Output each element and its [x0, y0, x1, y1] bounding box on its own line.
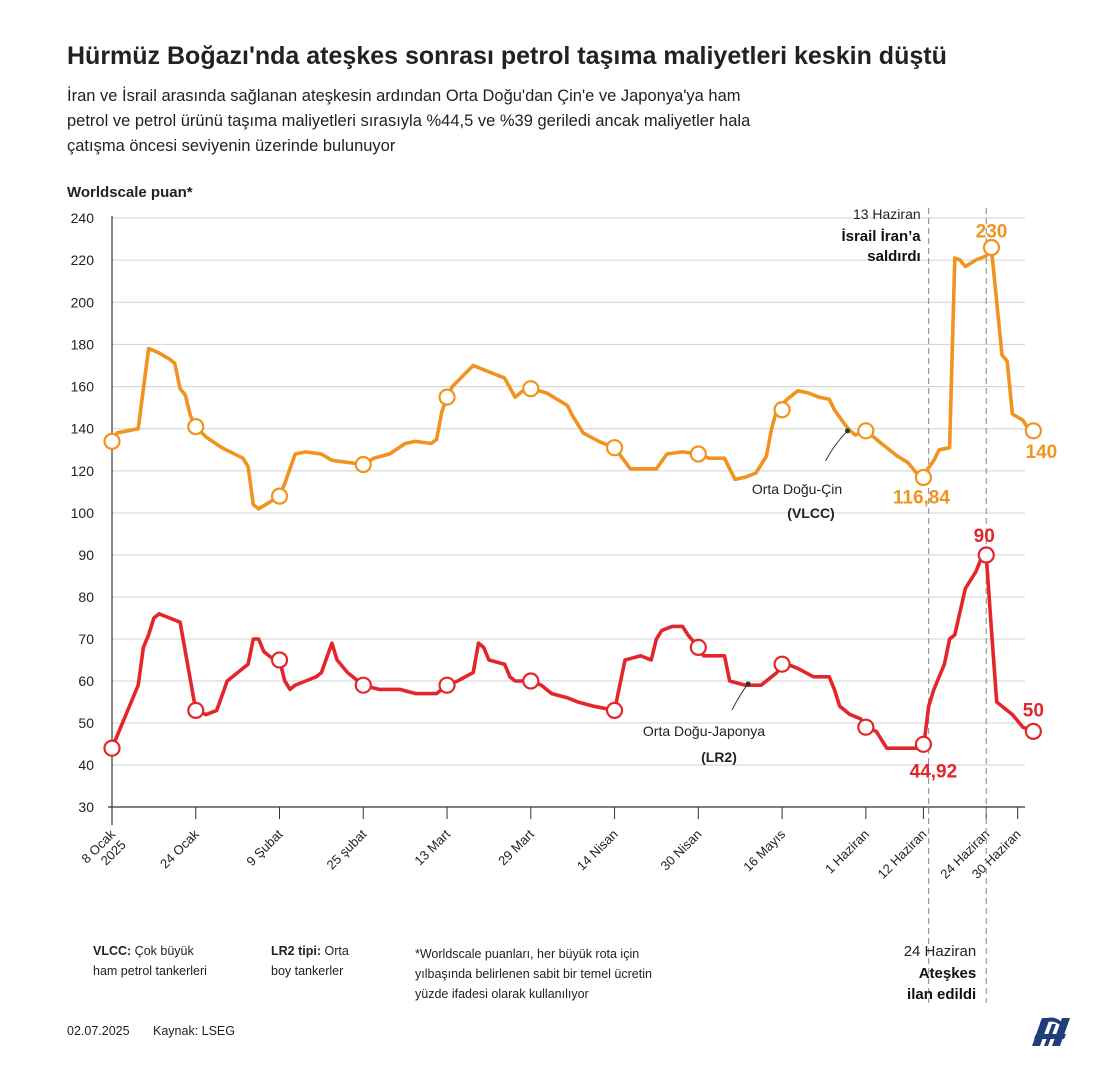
x-tick-label: 25 şubat — [324, 826, 370, 872]
lr2-point-marker — [103, 739, 121, 757]
vlcc-def: ham petrol tankerleri — [93, 964, 207, 978]
event-title-label: İsrail İran’a — [841, 228, 921, 245]
lr2-point-marker — [1024, 722, 1042, 741]
lr2-def: Orta — [321, 944, 349, 958]
lr2-note: LR2 tipi: Orta boy tankerler — [271, 941, 349, 981]
event-title-label: ilan edildi — [907, 986, 976, 1003]
x-tick-label: 30 Nisan — [658, 827, 705, 874]
event-title-label: saldırdı — [867, 248, 920, 265]
data-label: 140 — [1026, 442, 1058, 463]
y-tick-label: 60 — [78, 673, 94, 689]
lr2-point-marker — [438, 676, 456, 694]
lr2-point-marker — [522, 672, 540, 690]
aa-logo-icon — [1032, 1017, 1070, 1046]
y-tick-label: 180 — [71, 336, 95, 352]
subtitle-line: İran ve İsrail arasında sağlanan ateşkes… — [67, 87, 741, 105]
subtitle-line: çatışma öncesi seviyenin üzerinde bulunu… — [67, 137, 396, 155]
y-tick-label: 70 — [78, 631, 94, 647]
lr2-point-marker — [977, 546, 995, 564]
event-date-label: 13 Haziran — [853, 206, 921, 222]
vlcc-point-marker — [438, 388, 456, 406]
vlcc-point-marker — [914, 468, 933, 487]
y-tick-label: 30 — [78, 799, 94, 815]
vlcc-point-marker — [187, 418, 205, 436]
vlcc-point-marker — [773, 401, 791, 419]
y-tick-label: 160 — [71, 379, 95, 395]
lr2-point-marker — [689, 638, 707, 657]
y-tick-label: 90 — [78, 547, 94, 563]
lr2-term: LR2 tipi: — [271, 944, 321, 958]
x-tick-label: 29 Mart — [495, 826, 537, 868]
subtitle-line: petrol ve petrol ürünü taşıma maliyetler… — [67, 112, 751, 130]
y-tick-label: 220 — [71, 252, 95, 268]
lr2-def: boy tankerler — [271, 964, 344, 978]
vlcc-series-line — [110, 247, 1036, 511]
lr2-point-marker — [605, 701, 624, 720]
vlcc-series-tag: (VLCC) — [787, 505, 834, 521]
vlcc-note: VLCC: Çok büyük ham petrol tankerleri — [93, 941, 207, 981]
vlcc-term: VLCC: — [93, 944, 132, 958]
data-label: 230 — [976, 222, 1008, 243]
y-tick-label: 140 — [71, 421, 95, 437]
vlcc-point-marker — [982, 238, 1001, 257]
footnote-line: *Worldscale puanları, her büyük rota içi… — [415, 947, 640, 961]
subtitle: İran ve İsrail arasında sağlanan ateşkes… — [67, 84, 867, 159]
data-label: 90 — [974, 526, 995, 547]
x-tick-label: 16 Mayıs — [740, 826, 788, 874]
x-tick-label: 1 Haziran — [822, 827, 872, 877]
vlcc-point-marker — [689, 445, 707, 463]
y-tick-label: 50 — [78, 715, 94, 731]
event-date-label: 24 Haziran — [904, 943, 977, 960]
lr2-point-marker — [857, 718, 875, 736]
page-title: Hürmüz Boğazı'nda ateşkes sonrası petrol… — [67, 42, 947, 70]
publish-date: 02.07.2025 — [67, 1024, 130, 1038]
x-tick-label: 8 Ocak2025 — [78, 826, 129, 877]
lr2-point-marker — [354, 676, 372, 694]
x-tick-label: 9 Şubat — [243, 826, 286, 869]
lr2-point-marker — [773, 655, 791, 673]
worldscale-footnote: *Worldscale puanları, her büyük rota içi… — [415, 944, 652, 1004]
callout-leader — [731, 683, 749, 711]
x-tick-label: 24 Ocak — [157, 826, 202, 871]
x-tick-label: 12 Haziran — [874, 827, 929, 882]
event-title-label: Ateşkes — [919, 965, 977, 982]
y-tick-label: 100 — [71, 505, 95, 521]
data-label: 50 — [1023, 700, 1044, 721]
y-tick-label: 120 — [71, 463, 95, 479]
source-label: Kaynak: LSEG — [153, 1024, 235, 1038]
vlcc-series-name: Orta Doğu-Çin — [752, 481, 842, 497]
vlcc-point-marker — [857, 422, 875, 440]
vlcc-point-marker — [354, 455, 372, 474]
data-label: 116,84 — [893, 488, 950, 509]
footnote-line: yüzde ifadesi olarak kullanılıyor — [415, 987, 589, 1001]
lr2-point-marker — [187, 701, 205, 720]
y-tick-label: 80 — [78, 589, 94, 605]
lr2-series-tag: (LR2) — [701, 749, 737, 765]
y-tick-label: 40 — [78, 757, 94, 773]
data-label: 44,92 — [910, 761, 958, 782]
lr2-series-line — [110, 553, 1036, 750]
callout-leader — [825, 430, 848, 462]
lr2-point-marker — [914, 735, 933, 753]
y-tick-label: 200 — [71, 294, 95, 310]
lr2-series-name: Orta Doğu-Japonya — [643, 723, 765, 739]
vlcc-point-marker — [103, 432, 121, 450]
y-axis-unit-label: Worldscale puan* — [67, 184, 193, 201]
x-tick-label: 13 Mart — [411, 826, 453, 868]
vlcc-point-marker — [522, 380, 540, 398]
vlcc-point-marker — [1024, 422, 1042, 440]
lr2-point-marker — [270, 651, 289, 669]
footnote-line: yılbaşında belirlenen sabit bir temel üc… — [415, 967, 652, 981]
x-tick-label: 14 Nisan — [574, 827, 621, 874]
vlcc-def: Çok büyük — [131, 944, 194, 958]
vlcc-point-marker — [605, 439, 624, 457]
y-tick-label: 240 — [71, 210, 95, 226]
vlcc-point-marker — [270, 487, 289, 505]
